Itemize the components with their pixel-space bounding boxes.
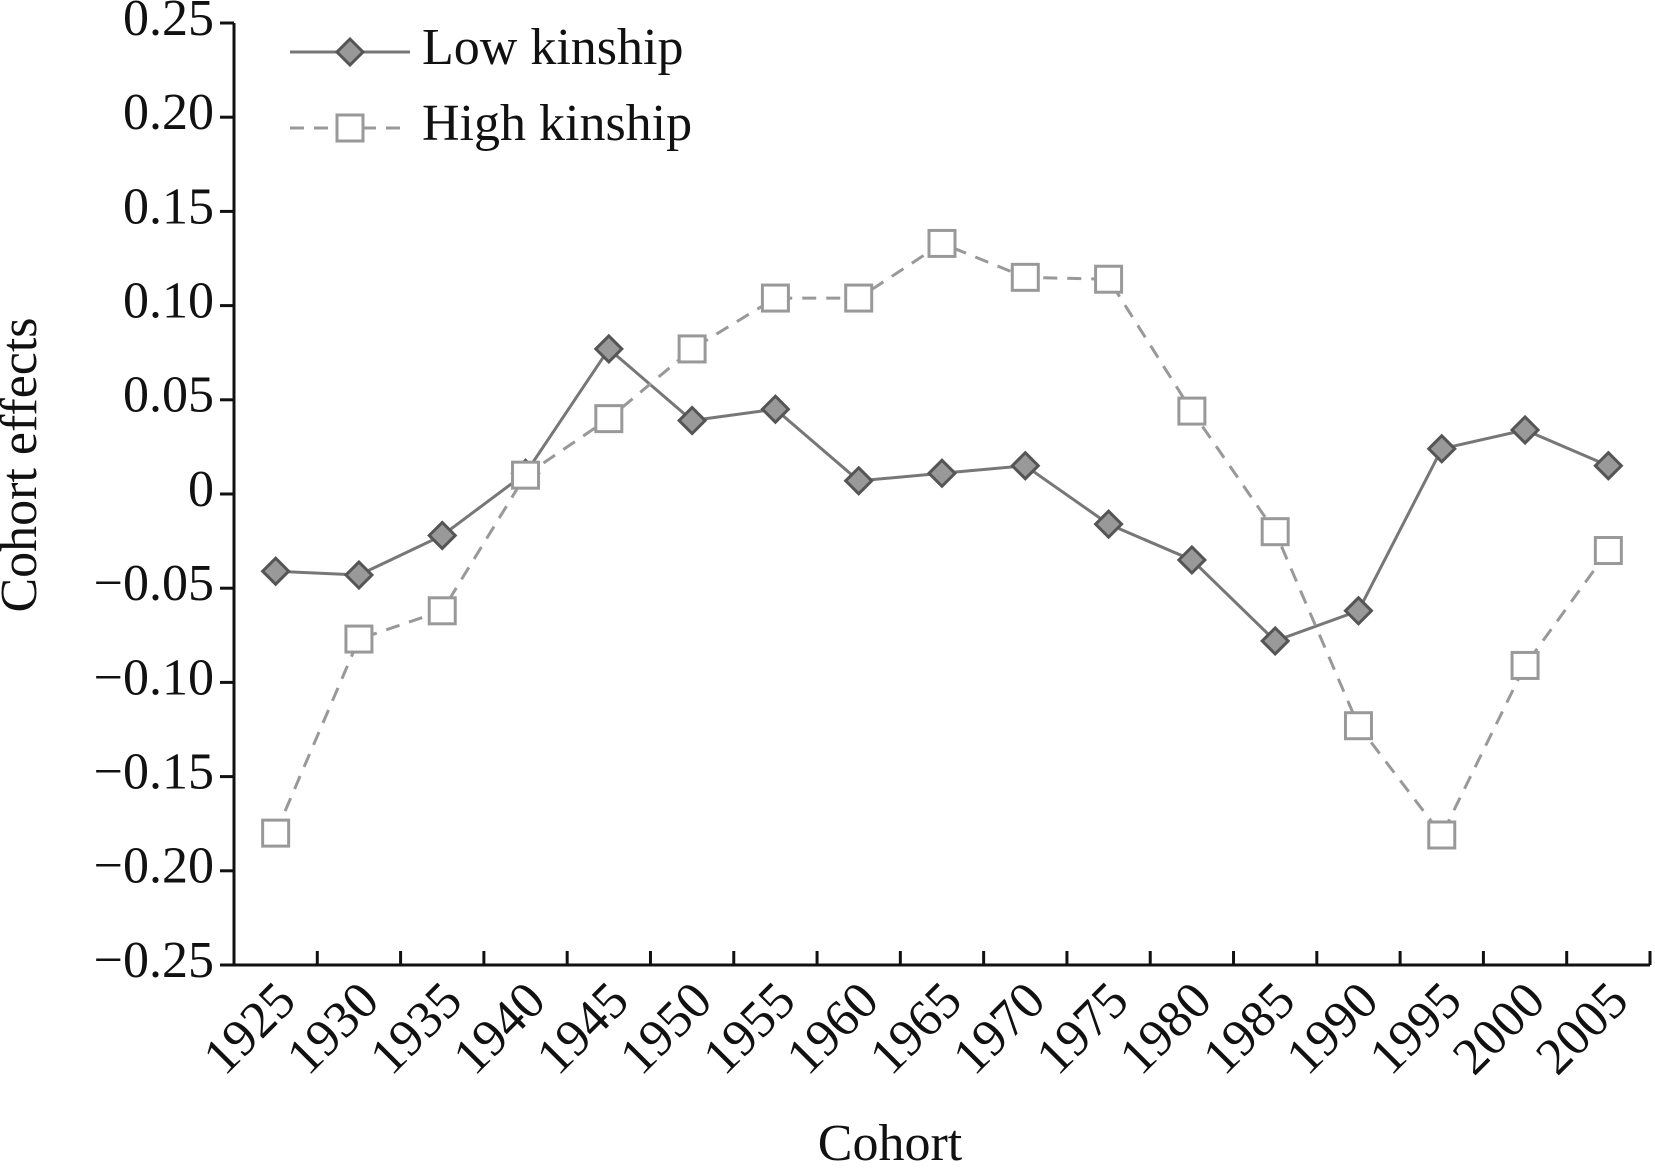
data-point bbox=[344, 624, 374, 654]
x-tick-label: 1955 bbox=[692, 972, 806, 1086]
x-tick-label: 1970 bbox=[942, 972, 1056, 1086]
data-point bbox=[1260, 625, 1291, 657]
x-tick-label: 1945 bbox=[526, 972, 640, 1086]
data-point bbox=[926, 458, 958, 489]
data-point bbox=[844, 283, 874, 313]
data-point bbox=[760, 394, 791, 425]
data-point bbox=[261, 818, 291, 848]
data-point bbox=[511, 460, 541, 490]
x-tick-label: 1995 bbox=[1359, 972, 1473, 1086]
x-tick-label: 1975 bbox=[1026, 972, 1140, 1086]
y-tick-label: 0.20 bbox=[123, 84, 214, 141]
y-tick-label: 0 bbox=[188, 461, 214, 518]
data-point bbox=[427, 520, 458, 551]
legend-marker bbox=[335, 113, 365, 143]
data-point bbox=[927, 228, 957, 258]
y-tick-label: −0.20 bbox=[94, 838, 214, 895]
y-tick-label: 0.05 bbox=[123, 367, 214, 424]
x-tick-label: 1990 bbox=[1276, 972, 1390, 1086]
x-tick-label: 2000 bbox=[1442, 972, 1556, 1086]
data-point bbox=[1094, 264, 1124, 294]
series-line bbox=[275, 346, 1609, 643]
x-tick-label: 1930 bbox=[276, 972, 390, 1086]
y-tick-label: 0.10 bbox=[123, 273, 214, 330]
data-point bbox=[1177, 396, 1207, 426]
data-point bbox=[260, 556, 291, 587]
x-tick-label: 1960 bbox=[776, 972, 890, 1086]
x-tick-label: 1965 bbox=[859, 972, 973, 1086]
y-tick-label: −0.10 bbox=[94, 649, 214, 706]
data-point bbox=[1509, 414, 1541, 446]
data-point bbox=[593, 333, 624, 365]
legend-label: Low kinship bbox=[422, 19, 683, 76]
data-point bbox=[1510, 650, 1540, 680]
x-tick-label: 1935 bbox=[359, 972, 473, 1086]
y-tick-label: 0.15 bbox=[123, 178, 214, 235]
data-point bbox=[677, 334, 707, 364]
data-point bbox=[1343, 711, 1373, 741]
series-line bbox=[274, 241, 1610, 838]
data-point bbox=[1010, 262, 1040, 292]
data-point bbox=[1426, 433, 1457, 464]
x-tick-label: 1940 bbox=[443, 972, 557, 1086]
y-tick-label: −0.15 bbox=[94, 744, 214, 801]
legend-label: High kinship bbox=[422, 95, 692, 152]
y-tick-label: −0.25 bbox=[94, 932, 214, 989]
data-point bbox=[760, 283, 790, 313]
x-tick-label: 1950 bbox=[609, 972, 723, 1086]
data-point bbox=[594, 404, 624, 434]
data-point bbox=[1176, 544, 1208, 576]
x-tick-label: 1985 bbox=[1192, 972, 1306, 1086]
y-axis-title: Cohort effects bbox=[0, 317, 48, 612]
data-point bbox=[1343, 595, 1374, 626]
data-point bbox=[1010, 450, 1041, 481]
data-point bbox=[1593, 450, 1624, 481]
legend-marker bbox=[334, 36, 366, 68]
data-point bbox=[1260, 517, 1290, 547]
x-tick-label: 1980 bbox=[1109, 972, 1223, 1086]
data-point bbox=[427, 596, 457, 626]
data-point bbox=[1427, 820, 1457, 850]
y-tick-label: 0.25 bbox=[123, 0, 214, 47]
data-point bbox=[676, 405, 708, 436]
x-axis-title: Cohort bbox=[818, 1115, 963, 1172]
data-point bbox=[343, 559, 375, 591]
y-tick-label: −0.05 bbox=[94, 555, 214, 612]
data-point bbox=[843, 465, 874, 496]
data-point bbox=[1593, 536, 1623, 566]
data-point bbox=[1093, 509, 1124, 540]
x-tick-label: 2005 bbox=[1525, 972, 1639, 1086]
